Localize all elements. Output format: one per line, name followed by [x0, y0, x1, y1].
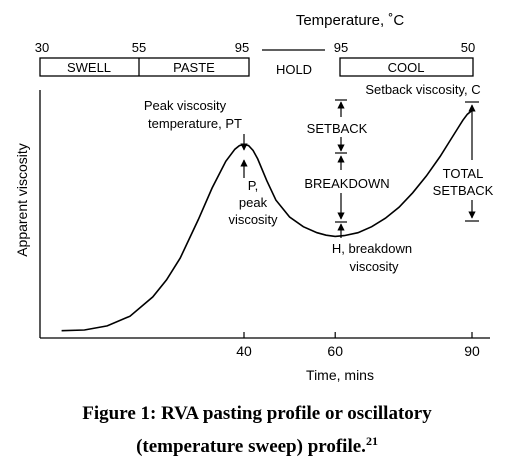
setback-viscosity-label: Setback viscosity, C: [365, 82, 480, 97]
peak-label-line2: peak: [239, 195, 268, 210]
temperature-tick: 95: [235, 40, 249, 55]
stage-cool: COOL: [388, 60, 425, 75]
temperature-tick-labels: 30 55 95 95 50: [35, 40, 475, 55]
total-setback-label-line1: TOTAL: [443, 166, 484, 181]
temperature-tick: 30: [35, 40, 49, 55]
x-axis-label: Time, mins: [306, 367, 374, 383]
x-tick-label: 90: [464, 343, 480, 359]
stage-swell: SWELL: [67, 60, 111, 75]
annotations: Peak viscosity temperature, PT P, peak v…: [144, 82, 494, 274]
peak-label-line3: viscosity: [228, 212, 278, 227]
total-setback-label-line2: SETBACK: [433, 183, 494, 198]
temperature-tick: 50: [461, 40, 475, 55]
breakdown-point-label-line2: viscosity: [349, 259, 399, 274]
setback-label: SETBACK: [307, 121, 368, 136]
temperature-axis-title: Temperature, ˚C: [296, 12, 405, 29]
x-tick-label: 60: [327, 343, 343, 359]
figure-caption-ref: 21: [366, 434, 378, 448]
peak-temp-label-line2: temperature, PT: [148, 116, 242, 131]
stage-boxes: SWELL PASTE HOLD COOL: [39, 49, 474, 77]
peak-temp-label-line1: Peak viscosity: [144, 98, 227, 113]
temperature-tick: 95: [334, 40, 348, 55]
x-ticks: 40 60 90: [236, 332, 480, 359]
figure-caption-text: (temperature sweep) profile.: [136, 436, 366, 457]
breakdown-label: BREAKDOWN: [304, 176, 389, 191]
figure-caption-line2: (temperature sweep) profile.21: [136, 434, 378, 457]
viscosity-curve: [61, 109, 473, 332]
heating-stage-box: [39, 57, 250, 77]
stage-paste: PASTE: [173, 60, 215, 75]
x-tick-label: 40: [236, 343, 252, 359]
cool-stage-box: [339, 57, 474, 77]
y-axis-label: Apparent viscosity: [14, 143, 30, 257]
breakdown-point-label-line1: H, breakdown: [332, 241, 412, 256]
peak-label-line1: P,: [248, 178, 259, 193]
figure-caption-line1: Figure 1: RVA pasting profile or oscilla…: [82, 403, 432, 424]
temperature-tick: 55: [132, 40, 146, 55]
stage-hold: HOLD: [276, 62, 312, 77]
